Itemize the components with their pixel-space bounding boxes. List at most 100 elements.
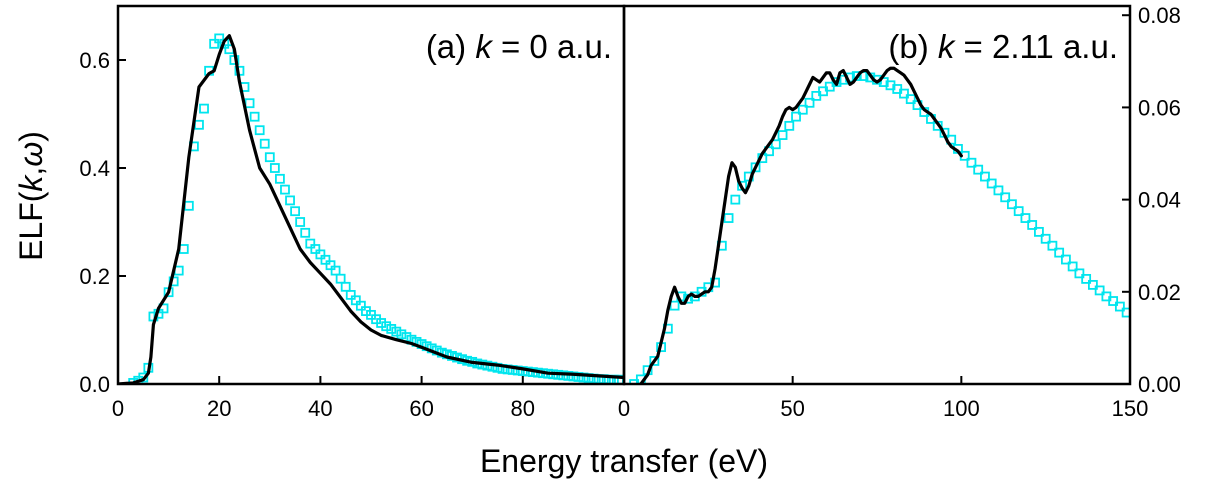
panel-a-marker (275, 173, 285, 184)
panel-a-series-line (118, 34, 624, 384)
panel-b-marker (777, 130, 788, 140)
panel-b-marker (770, 139, 781, 150)
panel-b-label: (b) k = 2.11 a.u. (888, 28, 1118, 65)
panel-b-marker (797, 104, 808, 115)
panel-b-marker (1034, 226, 1044, 237)
panel-b-marker (993, 185, 1004, 196)
panel-a: 0 20 40 60 80 0.0 0.2 0.4 0.6 (a) k = 0 a.u. (79, 4, 626, 421)
panel-a-marker (401, 332, 412, 342)
panel-b-y-tick-label: 0.02 (1138, 280, 1181, 305)
panel-b-series (629, 66, 1130, 384)
panel-b-marker (986, 178, 997, 189)
panel-a-label: (a) k = 0 a.u. (426, 28, 612, 65)
panel-b-frame (622, 4, 1132, 386)
y-axis-title: ELF(k,ω) (13, 131, 49, 261)
panel-b-marker (750, 162, 761, 173)
panel-b-y-tick-label: 0.00 (1138, 372, 1181, 397)
panel-b-marker (1020, 213, 1031, 223)
panel-a-marker (214, 33, 225, 44)
panel-b-marker (723, 213, 734, 223)
panel-b-marker (784, 120, 795, 131)
panel-a-x-tick-label: 20 (207, 396, 231, 421)
panel-b-marker (1027, 220, 1038, 230)
panel-a-marker (249, 111, 260, 122)
panel-a-marker (330, 265, 341, 276)
panel-b-marker (730, 194, 741, 205)
panel-a-marker (138, 372, 149, 383)
panel-b-marker (905, 94, 916, 105)
panel-a-y-tick-label: 0.0 (79, 372, 110, 397)
panel-a-marker (487, 361, 498, 372)
panel-a-marker (194, 119, 204, 130)
panel-a-marker (386, 324, 397, 334)
panel-a-series-line (118, 34, 624, 384)
panel-a-marker (300, 227, 311, 238)
panel-a-y-tick-label: 0.4 (79, 156, 110, 181)
panel-a-marker (295, 217, 306, 227)
panel-a-marker (290, 206, 301, 217)
panel-a-marker (244, 98, 255, 109)
panel-a-marker (396, 329, 407, 340)
panel-b-marker (804, 97, 815, 108)
panel-a-marker (563, 370, 574, 381)
panel-b-marker (899, 88, 909, 99)
panel-a-x-tick-label: 80 (511, 396, 535, 421)
panel-b-series-markers (629, 71, 1130, 384)
panel-a-series (118, 33, 624, 384)
panel-b-marker (1000, 192, 1011, 203)
panel-b-marker (1114, 301, 1125, 312)
panel-b-marker (1121, 307, 1130, 318)
panel-b-marker (1074, 268, 1085, 279)
panel-b-x-tick-label: 150 (1112, 396, 1149, 421)
panel-a-marker (512, 365, 523, 376)
panel-b-marker (791, 111, 801, 122)
panel-b-marker (973, 164, 984, 175)
panel-a-marker (178, 244, 189, 254)
panel-a-y-tick-label: 0.6 (79, 48, 110, 73)
panel-a-marker (305, 238, 316, 249)
panel-a-marker (335, 273, 346, 284)
x-axis-title: Energy transfer (eV) (480, 443, 768, 479)
panel-b-marker (966, 157, 977, 168)
panel-b-y-tick-label: 0.04 (1138, 188, 1181, 213)
panel-a-marker (209, 38, 220, 49)
panel-b-x-tick-label: 50 (780, 396, 804, 421)
panel-a-marker (345, 289, 356, 300)
panel-a-marker (269, 163, 280, 173)
panel-b-x-tick-label: 0 (618, 396, 630, 421)
panel-a-x-tick-label: 60 (409, 396, 433, 421)
panel-b-x-tick-label: 100 (943, 396, 980, 421)
panel-a-axes: 0 20 40 60 80 0.0 0.2 0.4 0.6 (79, 48, 535, 421)
panel-a-x-tick-label: 0 (112, 396, 124, 421)
panel-b-marker (1061, 254, 1071, 265)
panel-b-marker (980, 171, 990, 182)
panel-a-marker (264, 152, 275, 163)
panel-a-marker (259, 138, 270, 149)
panel-a-marker (310, 244, 321, 254)
panel-a-marker (315, 249, 326, 260)
panel-b-marker (1013, 206, 1024, 217)
panel-a-y-tick-label: 0.2 (79, 264, 110, 289)
panel-b-marker (629, 379, 640, 384)
panel-a-marker (254, 125, 265, 136)
panel-b-marker (1054, 247, 1065, 258)
panel-a-marker (391, 326, 402, 337)
panel-a-marker (199, 103, 209, 114)
panel-b-marker (1108, 296, 1119, 306)
panel-b-series-line (639, 66, 963, 384)
panel-a-marker (573, 372, 584, 382)
panel-b-marker (649, 356, 660, 366)
panel-a-marker (285, 195, 295, 206)
panel-b-marker (1094, 285, 1105, 296)
panel-a-marker (280, 184, 290, 195)
panel-b-marker (1047, 240, 1058, 251)
panel-b-y-tick-label: 0.08 (1138, 3, 1181, 28)
panel-a-marker (325, 260, 336, 271)
panel-a-marker (320, 254, 331, 265)
panel-b-marker (1087, 279, 1098, 290)
panel-b-y-tick-label: 0.06 (1138, 95, 1181, 120)
panel-b-marker (1040, 233, 1051, 244)
